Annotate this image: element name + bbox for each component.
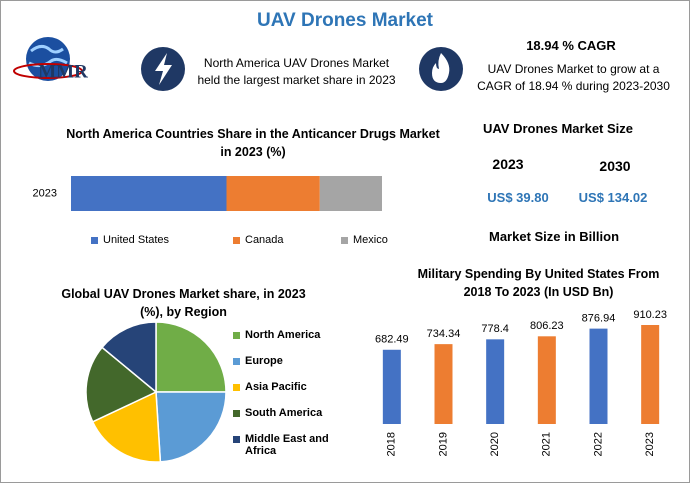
x-tick-label: 2022 <box>592 432 604 456</box>
pie-slice <box>101 321 157 394</box>
data-label: 876.94 <box>582 313 616 325</box>
legend-swatch <box>233 384 240 391</box>
legend-swatch <box>233 332 240 339</box>
legend-label: South America <box>245 407 323 419</box>
legend-label: Mexico <box>353 234 388 246</box>
highlight-heading: 18.94 % CAGR <box>526 38 616 53</box>
chart-title: Global UAV Drones Market share, in 2023 … <box>61 287 306 319</box>
pie-slice <box>91 390 162 463</box>
icon-flame <box>432 53 450 83</box>
legend-item: Asia Pacific <box>233 381 333 393</box>
bar <box>537 336 556 424</box>
legend-item: Europe <box>233 355 333 367</box>
data-label: 910.23 <box>633 309 667 321</box>
legend-item: United States <box>91 234 221 246</box>
x-tick-label: 2023 <box>644 432 656 456</box>
legend-item: Middle East and Africa <box>233 433 333 457</box>
bar-segment <box>319 176 382 211</box>
highlight-text: North America UAV Drones Market held the… <box>197 56 396 87</box>
legend-label: Asia Pacific <box>245 381 307 393</box>
highlight-text: UAV Drones Market to grow at a CAGR of 1… <box>477 62 670 93</box>
legend-label: North America <box>245 329 321 341</box>
page-title: UAV Drones Market <box>257 10 433 31</box>
data-label: 734.34 <box>427 328 461 340</box>
legend-item: Canada <box>233 234 363 246</box>
legend-item: North America <box>233 329 333 341</box>
x-tick-label: 2018 <box>386 432 398 456</box>
legend-label: United States <box>103 234 170 246</box>
flame-icon <box>419 47 463 91</box>
legend-swatch <box>91 237 98 244</box>
legend-swatch <box>341 237 348 244</box>
logo-ring <box>13 63 83 79</box>
bar-segment <box>71 176 227 211</box>
legend-swatch <box>233 410 240 417</box>
bar <box>382 349 401 424</box>
pie-slice <box>85 346 158 423</box>
market-size-year: 2023 <box>492 156 524 172</box>
market-size-value: US$ 39.80 <box>487 190 549 205</box>
bar <box>641 325 660 424</box>
x-tick-label: 2021 <box>541 432 553 456</box>
y-tick-label: 2023 <box>33 187 57 199</box>
market-size-note: Market Size in Billion <box>488 229 620 244</box>
market-size-year: 2030 <box>599 158 631 174</box>
market-size-value: US$ 134.02 <box>578 190 648 205</box>
legend-swatch <box>233 358 240 365</box>
bar <box>434 344 453 424</box>
legend-swatch <box>233 237 240 244</box>
legend-label: Europe <box>245 355 283 367</box>
legend-label: Middle East and Africa <box>245 433 329 457</box>
x-tick-label: 2020 <box>489 432 501 456</box>
x-tick-label: 2019 <box>437 432 449 456</box>
market-size-title: UAV Drones Market Size <box>482 121 634 136</box>
bar <box>589 328 608 424</box>
bar <box>486 339 505 424</box>
icon-bolt <box>155 53 172 85</box>
legend-label: Canada <box>245 234 284 246</box>
legend-item: Mexico <box>341 234 471 246</box>
legend-swatch <box>233 436 240 443</box>
logo <box>13 37 83 81</box>
chart-title: North America Countries Share in the Ant… <box>66 127 440 159</box>
logo-text: MMR <box>38 61 88 82</box>
bar-segment <box>226 176 320 211</box>
chart-title: Military Spending By United States From … <box>417 267 660 299</box>
lightning-icon <box>141 47 185 91</box>
legend-item: South America <box>233 407 333 419</box>
pie-slice <box>155 391 227 463</box>
data-label: 778.4 <box>481 323 509 335</box>
pie-slice <box>155 321 227 393</box>
data-label: 682.49 <box>375 334 409 346</box>
data-label: 806.23 <box>530 320 564 332</box>
